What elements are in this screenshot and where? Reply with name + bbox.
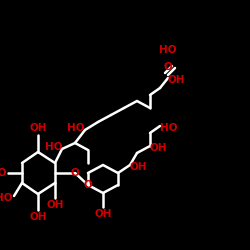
Text: OH: OH xyxy=(130,162,148,172)
Text: HO: HO xyxy=(159,45,177,55)
Text: OH: OH xyxy=(46,200,64,210)
Text: HO: HO xyxy=(68,123,85,133)
Text: OH: OH xyxy=(29,123,47,133)
Text: HO: HO xyxy=(44,142,62,152)
Text: HO: HO xyxy=(0,168,6,178)
Text: HO: HO xyxy=(0,193,12,203)
Text: OH: OH xyxy=(150,143,168,153)
Text: O: O xyxy=(84,180,92,190)
Text: O: O xyxy=(164,62,172,72)
Text: O: O xyxy=(71,168,80,178)
Text: OH: OH xyxy=(168,75,186,85)
Text: OH: OH xyxy=(29,212,47,222)
Text: HO: HO xyxy=(160,123,178,133)
Text: OH: OH xyxy=(94,209,112,219)
